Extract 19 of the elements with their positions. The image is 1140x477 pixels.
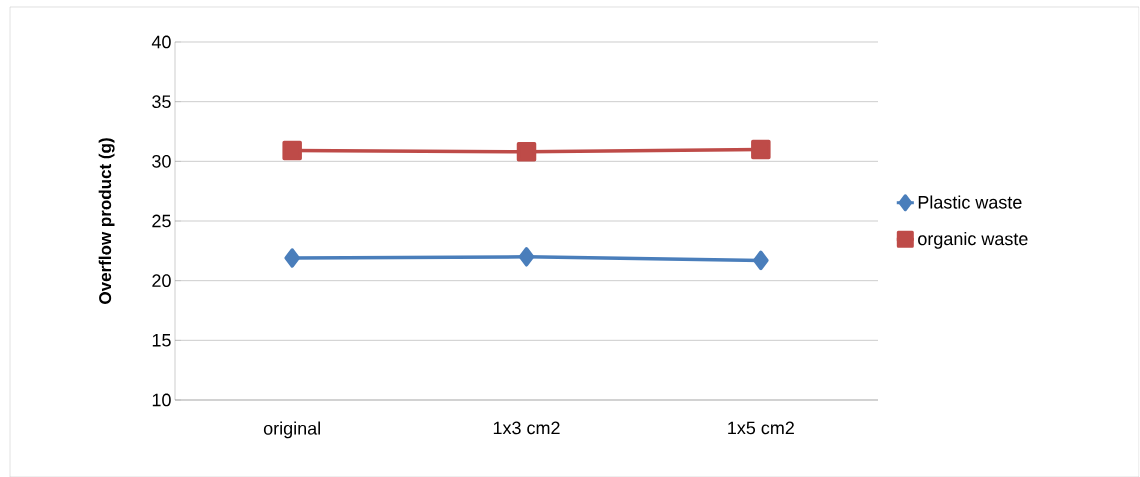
point [518,247,535,267]
legend-label: Plastic waste [918,195,1022,209]
y-tick-label: 25 [152,214,171,228]
y-tick-label: 30 [152,154,171,168]
legend-label: organic waste [918,231,1028,249]
point [516,142,537,162]
point [753,250,769,271]
y-tick-label: 10 [152,393,171,407]
y-tick-label: 40 [151,35,171,49]
y-tick-label: 15 [152,334,171,347]
x-tick-label: 1x3 cm2 [493,421,560,435]
y-tick-label: 20 [152,274,171,288]
x-tick-label: 1x5 cm2 [728,421,794,435]
y-axis-title: Overflow product (g) [98,138,115,304]
y-tick-label: 35 [152,95,171,109]
point [284,248,300,268]
point [751,139,771,160]
point [282,140,302,161]
x-tick-label: original [263,421,320,439]
